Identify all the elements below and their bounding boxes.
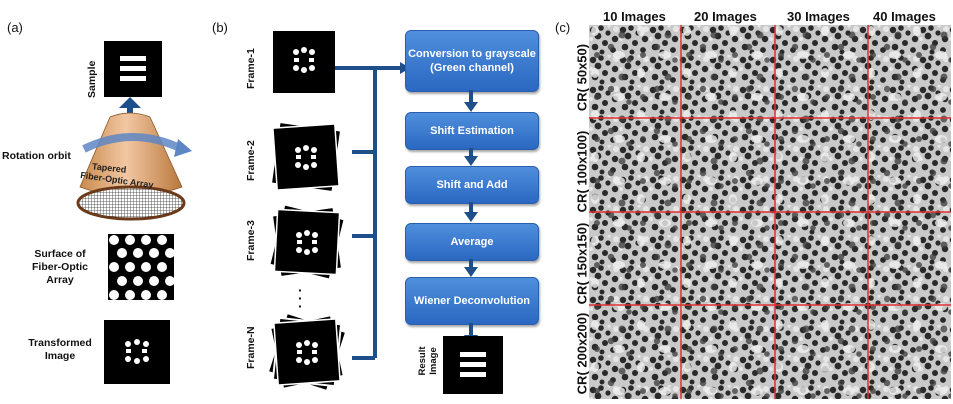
frame-n-label: Frame-N bbox=[245, 326, 257, 369]
fiber-surface-image bbox=[108, 234, 174, 300]
column-header-20: 20 Images bbox=[694, 9, 757, 24]
result-image-label: Result Image bbox=[417, 346, 439, 376]
rotation-orbit-label: Rotation orbit bbox=[2, 150, 71, 162]
frame-1-image bbox=[273, 31, 335, 93]
frame-2-label: Frame-2 bbox=[245, 140, 257, 181]
surface-label: Surface of Fiber-Optic Array bbox=[31, 248, 88, 286]
tapered-fiber-array-diagram bbox=[76, 112, 192, 221]
panel-b-label: (b) bbox=[212, 20, 228, 35]
frame-2-image bbox=[269, 120, 343, 194]
panel-c-label: (c) bbox=[555, 20, 571, 35]
frame-1-label: Frame-1 bbox=[245, 48, 257, 89]
frame-n-image bbox=[266, 311, 348, 393]
column-header-40: 40 Images bbox=[873, 9, 936, 24]
step-average: Average bbox=[405, 223, 539, 261]
step-arrows bbox=[464, 90, 478, 346]
column-header-30: 30 Images bbox=[787, 9, 850, 24]
frame-3-label: Frame-3 bbox=[245, 220, 257, 261]
row-header-150: CR( 150x150) bbox=[574, 222, 590, 305]
result-image bbox=[443, 336, 503, 394]
row-header-100: CR( 100x100) bbox=[574, 130, 590, 213]
step-shift-and-add: Shift and Add bbox=[405, 166, 539, 204]
panel-a-label: (a) bbox=[7, 20, 23, 35]
sample-label: Sample bbox=[86, 60, 98, 98]
sample-image bbox=[104, 41, 162, 97]
transformed-image bbox=[104, 320, 170, 384]
frame-connectors bbox=[335, 62, 410, 360]
step-grayscale: Conversion to grayscale (Green channel) bbox=[405, 30, 539, 92]
frames-ellipsis: · · · bbox=[298, 282, 303, 314]
column-header-10: 10 Images bbox=[603, 9, 666, 24]
reconstruction-grid bbox=[589, 25, 951, 399]
frame-3-image bbox=[268, 203, 346, 281]
transformed-label: Transformed Image bbox=[28, 337, 92, 362]
row-header-200: CR( 200x200) bbox=[574, 312, 590, 395]
row-header-50: CR( 50x50) bbox=[574, 43, 590, 112]
